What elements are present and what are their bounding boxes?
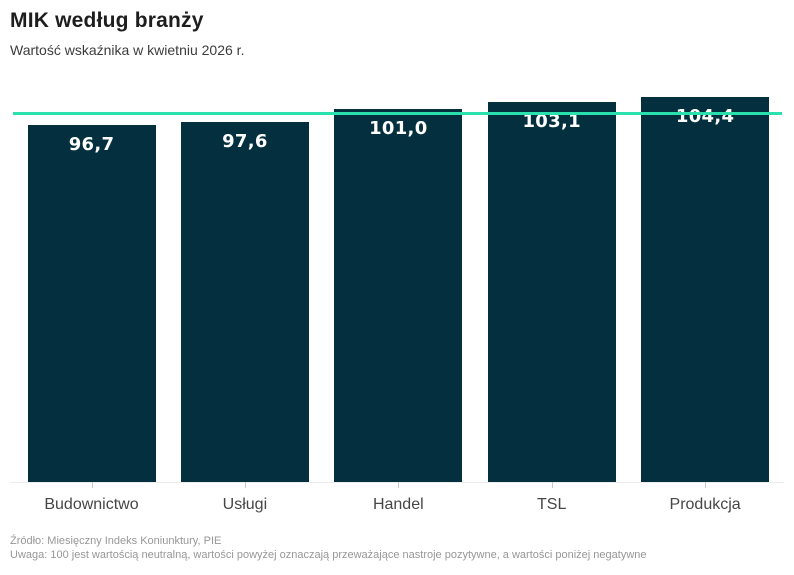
x-axis-line (10, 482, 784, 483)
source-note: Źródło: Miesięczny Indeks Koniunktury, P… (10, 535, 222, 547)
category-label: Budownictwo (44, 496, 139, 513)
bar-value-label: 104,4 (675, 105, 735, 127)
category-label: Produkcja (669, 496, 741, 513)
neutral-reference-line (13, 112, 782, 115)
bar-value-label: 97,6 (222, 130, 268, 152)
chart-bar: 96,7 (27, 125, 156, 482)
x-axis-tick (398, 482, 400, 488)
bar-value-label: 103,1 (522, 110, 581, 132)
chart-bar: 104,4 (641, 96, 770, 482)
chart-subtitle: Wartość wskaźnika w kwietniu 2026 r. (10, 42, 245, 58)
bar-value-label: 101,0 (369, 118, 428, 140)
x-axis-tick (705, 482, 707, 488)
bar-value-label: 96,7 (68, 134, 115, 156)
chart-bar: 101,0 (334, 109, 463, 482)
category-label: TSL (537, 496, 567, 513)
x-axis-tick (91, 482, 93, 488)
chart-bar: 103,1 (487, 101, 616, 482)
chart-bar: 97,6 (180, 121, 309, 482)
chart-footer: Źródło: Miesięczny Indeks Koniunktury, P… (10, 534, 647, 562)
category-label: Handel (372, 496, 424, 513)
x-axis-tick (551, 482, 553, 488)
chart-title: MIK według branży (10, 9, 204, 32)
x-axis-tick (244, 482, 246, 488)
category-label: Usługi (222, 496, 268, 513)
methodology-note: Uwaga: 100 jest wartością neutralną, war… (10, 549, 647, 561)
